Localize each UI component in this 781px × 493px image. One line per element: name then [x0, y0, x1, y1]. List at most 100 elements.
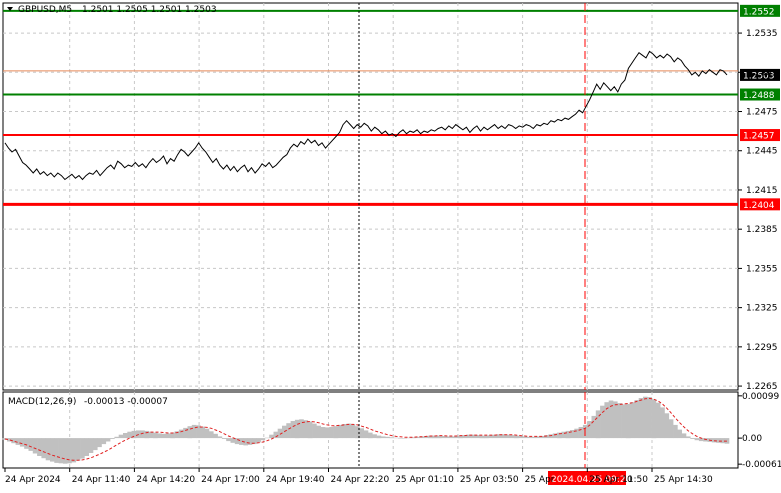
macd-y-axis-tick-label: -0.00061	[742, 460, 781, 470]
macd-y-axis-tick-label: 0.00	[742, 434, 762, 444]
macd-histogram-bar	[342, 424, 347, 439]
macd-histogram-bar	[462, 435, 468, 439]
macd-histogram-bar	[389, 437, 395, 439]
macd-histogram-bar	[54, 438, 59, 463]
macd-histogram-bar	[454, 436, 459, 439]
macd-histogram-bar	[153, 432, 158, 439]
level-label-1.2404: 1.2404	[743, 201, 775, 211]
macd-histogram-bar	[402, 438, 407, 439]
y-axis-tick-label: 1.2265	[746, 382, 778, 392]
macd-histogram-bar	[118, 434, 124, 439]
macd-histogram-bar	[252, 438, 257, 445]
macd-histogram-bar	[505, 434, 511, 439]
macd-histogram-bar	[621, 404, 627, 439]
macd-histogram-bar	[372, 434, 377, 439]
macd-histogram-bar	[552, 433, 558, 439]
x-axis-tick-label: 25 Apr 03:50	[460, 475, 519, 485]
macd-histogram-bar	[604, 402, 609, 439]
macd-histogram-bar	[492, 434, 498, 439]
macd-histogram-bar	[140, 430, 145, 439]
macd-histogram-bar	[411, 437, 416, 439]
macd-histogram-bar	[655, 402, 661, 439]
macd-histogram-bar	[19, 438, 25, 447]
macd-histogram-bar	[565, 430, 571, 439]
macd-histogram-bar	[144, 430, 150, 439]
x-axis-tick-label: 24 Apr 11:40	[72, 475, 131, 485]
macd-histogram-bar	[84, 438, 89, 456]
macd-histogram-bar	[320, 427, 326, 439]
macd-histogram-bar	[544, 435, 549, 439]
macd-histogram-bar	[570, 430, 575, 439]
macd-histogram-bar	[260, 438, 266, 441]
macd-histogram-bar	[316, 425, 321, 439]
macd-histogram-bar	[346, 423, 352, 439]
price-pane-frame	[2, 2, 739, 391]
macd-histogram-bar	[355, 426, 360, 439]
macd-histogram-bar	[217, 436, 223, 439]
level-label-box	[740, 88, 780, 101]
macd-histogram-bar	[509, 435, 515, 439]
macd-histogram-bar	[256, 438, 261, 443]
macd-histogram-bar	[58, 438, 64, 464]
macd-histogram-bar	[230, 438, 236, 443]
macd-histogram-bar	[264, 437, 270, 439]
macd-histogram-bar	[183, 427, 188, 439]
macd-histogram-bar	[350, 424, 356, 439]
macd-histogram-bar	[307, 421, 313, 439]
macd-histogram-bar	[359, 428, 364, 439]
macd-histogram-bar	[37, 438, 42, 456]
macd-histogram-bar	[651, 399, 657, 439]
macd-histogram-bar	[243, 438, 248, 446]
y-axis-tick-label: 1.2415	[746, 186, 778, 196]
x-axis-tick-label: 24 Apr 22:20	[331, 475, 390, 485]
macd-histogram-bar	[32, 438, 38, 454]
y-axis-tick-label: 1.2325	[746, 304, 778, 314]
macd-histogram-bar	[204, 428, 210, 439]
macd-histogram-bar	[71, 438, 77, 463]
macd-label: MACD(12,26,9)	[8, 397, 76, 407]
macd-histogram-bar	[668, 419, 674, 439]
macd-histogram-bar	[398, 438, 403, 439]
macd-histogram-bar	[294, 419, 300, 439]
macd-histogram-bar	[548, 434, 554, 439]
macd-histogram-bar	[385, 436, 390, 439]
macd-histogram-bar	[380, 436, 386, 439]
macd-histogram-bar	[479, 435, 485, 439]
macd-histogram-bar	[363, 430, 369, 439]
macd-histogram-bar	[200, 426, 205, 439]
symbol-label: GBPUSD,M5	[18, 5, 72, 15]
macd-histogram-bar	[88, 438, 94, 453]
macd-histogram-bar	[561, 431, 566, 439]
level-label-1.2552: 1.2552	[743, 7, 775, 17]
macd-histogram-bar	[664, 413, 670, 439]
y-axis-tick-label: 1.2355	[746, 264, 778, 274]
level-label-box	[740, 198, 780, 211]
macd-histogram-bar	[303, 420, 309, 439]
macd-histogram-bar	[41, 438, 46, 459]
macd-histogram-bar	[2, 438, 8, 440]
macd-histogram-bar	[247, 438, 253, 445]
macd-histogram-bar	[625, 404, 631, 439]
macd-histogram-bar	[643, 396, 648, 439]
macd-histogram-bar	[7, 438, 12, 442]
ohlc-values: 1.2501 1.2505 1.2501 1.2503	[82, 5, 217, 15]
level-label-1.2457: 1.2457	[743, 132, 775, 142]
macd-histogram-bar	[591, 415, 597, 439]
macd-histogram-bar	[690, 438, 695, 439]
macd-histogram-bar	[634, 400, 640, 439]
macd-histogram-bar	[221, 438, 227, 439]
macd-histogram-bar	[101, 438, 107, 445]
x-axis-tick-label: 24 Apr 14:20	[136, 475, 195, 485]
macd-histogram-bar	[677, 429, 682, 439]
macd-histogram-bar	[273, 431, 279, 439]
macd-histogram-bar	[93, 438, 98, 451]
macd-histogram-bar	[213, 433, 218, 439]
macd-histogram-bar	[45, 438, 51, 461]
macd-histogram-bar	[110, 438, 115, 439]
crosshair-time-suffix: 0	[627, 475, 633, 485]
chart-menu-triangle-icon[interactable]	[7, 7, 13, 11]
level-label-box	[740, 129, 780, 142]
macd-histogram-bar	[475, 435, 480, 439]
macd-histogram-bar	[518, 436, 523, 439]
